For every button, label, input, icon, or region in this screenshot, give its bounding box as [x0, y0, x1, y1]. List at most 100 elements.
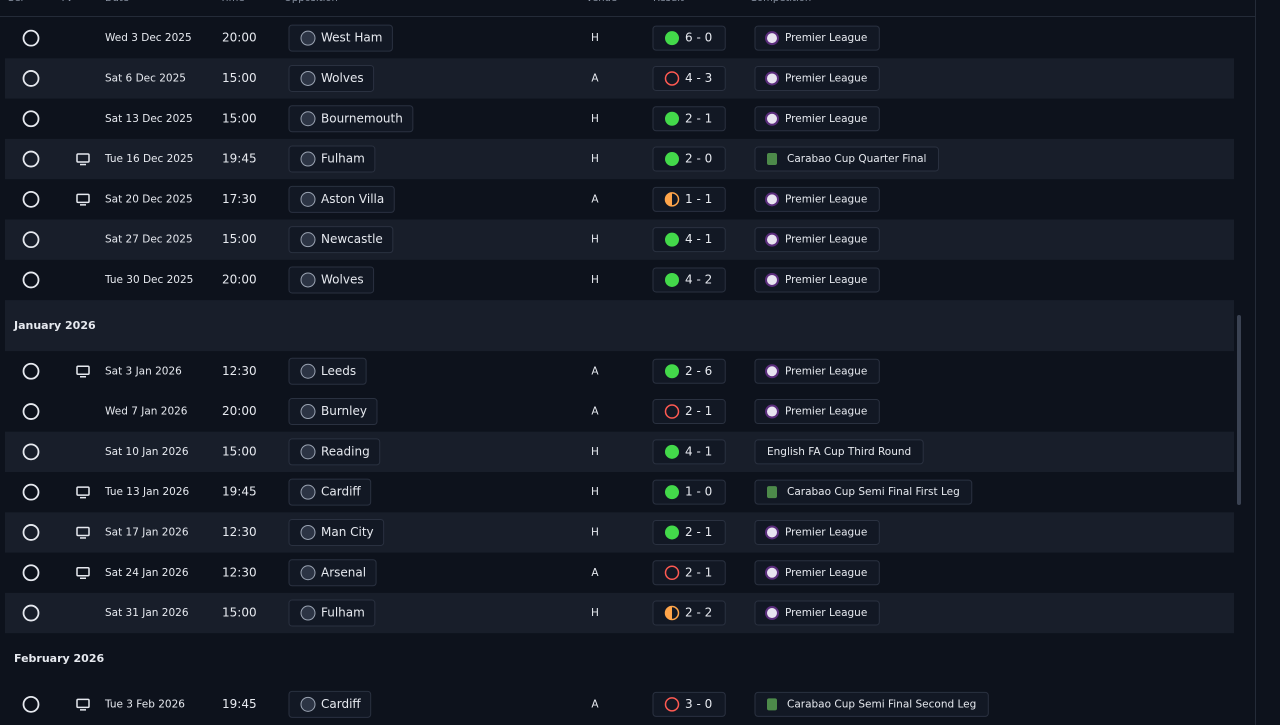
competition-box[interactable] — [754, 479, 973, 505]
select-toggle[interactable] — [22, 29, 40, 47]
date: Tue 16 Dec 2025 — [104, 153, 193, 165]
date: Tue 3 Feb 2026 — [104, 698, 185, 710]
competition-box[interactable] — [754, 691, 989, 717]
select-toggle[interactable] — [22, 150, 40, 168]
competition[interactable]: Premier League — [785, 365, 867, 377]
result: 4 - 2 — [685, 272, 712, 286]
column-header[interactable]: TV — [59, 0, 73, 4]
competition-box[interactable] — [754, 106, 880, 132]
opponent[interactable]: Cardiff — [321, 485, 361, 499]
select-toggle[interactable] — [22, 70, 40, 87]
column-header[interactable]: Result — [653, 0, 684, 4]
competition[interactable]: Premier League — [785, 113, 867, 125]
competition[interactable]: English FA Cup Third Round — [767, 446, 911, 458]
opponent-box[interactable] — [288, 24, 393, 52]
competition[interactable]: Premier League — [785, 406, 867, 418]
competition-box[interactable] — [754, 600, 880, 626]
column-header[interactable]: Competition — [750, 0, 811, 4]
select-toggle[interactable] — [22, 443, 40, 461]
select-toggle[interactable] — [22, 403, 40, 420]
competition-box[interactable] — [754, 519, 880, 545]
opponent-box[interactable] — [288, 226, 394, 254]
result-icon — [665, 272, 679, 287]
competition-icon — [765, 404, 779, 419]
competition-box[interactable] — [754, 358, 880, 384]
opponent[interactable]: Burnley — [321, 404, 367, 418]
column-header[interactable]: Venue — [586, 0, 617, 4]
select-toggle[interactable] — [22, 231, 40, 249]
competition-box[interactable] — [754, 439, 924, 465]
competition-icon — [765, 31, 779, 46]
opponent-box[interactable] — [288, 185, 395, 213]
result-icon — [665, 111, 679, 126]
club-crest — [300, 565, 316, 581]
row-band — [5, 219, 1234, 260]
competition-box[interactable] — [754, 25, 880, 51]
row-band — [5, 592, 1234, 634]
time: 19:45 — [222, 697, 257, 711]
competition[interactable]: Premier League — [785, 72, 867, 84]
competition[interactable]: Carabao Cup Semi Final First Leg — [787, 486, 960, 498]
select-toggle[interactable] — [22, 190, 40, 208]
competition-box[interactable] — [754, 146, 939, 172]
opponent[interactable]: Wolves — [321, 71, 364, 85]
result: 2 - 1 — [685, 525, 712, 539]
select-toggle[interactable] — [22, 695, 40, 713]
result-icon — [664, 71, 680, 86]
competition[interactable]: Premier League — [785, 234, 867, 246]
opponent[interactable]: Reading — [321, 444, 370, 458]
result: 3 - 0 — [685, 697, 712, 711]
time: 20:00 — [222, 31, 257, 45]
opponent-box[interactable] — [288, 518, 385, 546]
competition-box[interactable] — [754, 267, 880, 293]
opponent[interactable]: Man City — [321, 525, 374, 539]
opponent[interactable]: Arsenal — [321, 565, 366, 579]
select-toggle[interactable] — [22, 110, 40, 128]
opponent[interactable]: Cardiff — [321, 697, 361, 711]
result: 2 - 0 — [685, 152, 712, 166]
opponent[interactable]: Bournemouth — [321, 111, 403, 125]
competition[interactable]: Premier League — [785, 274, 867, 286]
club-crest — [300, 151, 316, 167]
competition-box[interactable] — [754, 399, 880, 425]
competition[interactable]: Premier League — [785, 567, 867, 579]
club-crest — [300, 30, 316, 46]
opponent[interactable]: Aston Villa — [321, 192, 384, 206]
date: Sat 6 Dec 2025 — [105, 72, 186, 84]
tv-screen — [76, 486, 90, 496]
select-toggle[interactable] — [22, 362, 40, 380]
club-crest — [300, 524, 316, 540]
competition[interactable]: Carabao Cup Quarter Final — [787, 153, 926, 165]
select-toggle[interactable] — [22, 564, 40, 582]
column-header[interactable]: Time — [219, 0, 244, 4]
column-header[interactable]: Opposition — [284, 0, 338, 4]
competition[interactable]: Premier League — [785, 607, 867, 619]
opponent[interactable]: Fulham — [321, 606, 365, 620]
competition-box[interactable] — [754, 227, 880, 253]
select-toggle[interactable] — [22, 604, 40, 622]
competition-box[interactable] — [754, 65, 880, 91]
competition-icon — [765, 272, 779, 287]
venue: H — [591, 153, 599, 165]
tv-screen — [76, 698, 90, 709]
select-toggle[interactable] — [22, 271, 40, 289]
select-toggle[interactable] — [22, 524, 40, 541]
column-header[interactable]: Sel — [8, 0, 23, 4]
competition-box[interactable] — [754, 560, 880, 586]
competition[interactable]: Carabao Cup Semi Final Second Leg — [787, 698, 976, 710]
opponent[interactable]: Wolves — [321, 272, 364, 286]
competition[interactable]: Premier League — [785, 526, 867, 538]
competition[interactable]: Premier League — [785, 193, 867, 205]
opponent-box[interactable] — [288, 105, 414, 133]
competition-icon — [765, 232, 779, 247]
scrollbar-thumb[interactable] — [1237, 315, 1241, 505]
opponent[interactable]: West Ham — [321, 31, 382, 45]
opponent[interactable]: Newcastle — [321, 232, 383, 246]
date: Wed 3 Dec 2025 — [105, 32, 192, 44]
competition-box[interactable] — [754, 186, 880, 212]
select-toggle[interactable] — [22, 483, 40, 501]
column-header[interactable]: Date — [105, 0, 129, 4]
competition[interactable]: Premier League — [785, 32, 867, 44]
opponent[interactable]: Fulham — [321, 152, 365, 166]
opponent[interactable]: Leeds — [321, 364, 356, 378]
